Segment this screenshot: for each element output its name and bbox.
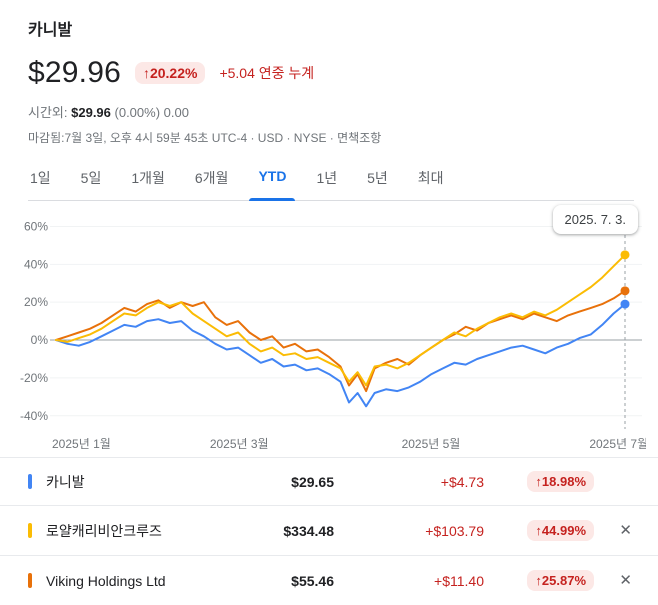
price-change-badge: ↑20.22%: [134, 62, 206, 84]
svg-text:-40%: -40%: [20, 409, 48, 423]
stock-row-price: $29.65: [291, 473, 334, 490]
stock-row-change: +$4.73: [440, 473, 484, 490]
time-range-tabs: 1일 5일 1개월 6개월 YTD 1년 5년 최대: [28, 158, 634, 201]
page-title: 카니발: [28, 22, 73, 39]
price-chart[interactable]: 60% 40% 20% 0% -20% -40% 2025년 1월 2025년 3월 2025년…: [12, 205, 646, 457]
tab-5d[interactable]: 5일: [80, 170, 102, 186]
stock-name: 로얄캐리비안크루즈: [46, 522, 162, 539]
remove-stock-button[interactable]: ✕: [613, 569, 638, 592]
tab-max[interactable]: 최대: [417, 170, 444, 186]
close-icon: ✕: [619, 572, 632, 589]
tab-1d[interactable]: 1일: [30, 170, 51, 186]
after-hours-line: 시간외: $29.96 (0.00%) 0.00: [28, 102, 634, 121]
price-chart-area: 60% 40% 20% 0% -20% -40% 2025년 1월 2025년 3월 2025년…: [12, 205, 646, 457]
stock-row-price: $55.46: [291, 572, 334, 589]
svg-text:0%: 0%: [31, 333, 49, 347]
legend-row-carnival[interactable]: 카니발 $29.65 +$4.73 ↑18.98%: [0, 458, 658, 505]
date-tooltip: 2025. 7. 3.: [552, 205, 638, 234]
stock-name: 카니발: [46, 473, 85, 490]
svg-text:2025년 5월: 2025년 5월: [402, 437, 461, 451]
svg-text:2025년 1월: 2025년 1월: [52, 437, 111, 451]
stock-row-price: $334.48: [283, 522, 334, 539]
legend-row-royal-caribbean[interactable]: 로얄캐리비안크루즈 $334.48 +$103.79 ↑44.99% ✕: [0, 505, 658, 555]
svg-text:60%: 60%: [24, 219, 48, 233]
market-status: 마감됨:7월 3일, 오후 4시 59분 45초 UTC-4 · USD · N…: [28, 129, 634, 146]
tab-5y[interactable]: 5년: [367, 170, 388, 186]
svg-text:2025년 7월: 2025년 7월: [589, 437, 646, 451]
stock-name: Viking Holdings Ltd: [46, 572, 166, 589]
tab-6m[interactable]: 6개월: [194, 170, 229, 186]
series-color-marker: [28, 474, 32, 489]
after-hours-price: $29.96: [71, 105, 111, 120]
stock-row-change: +$103.79: [425, 522, 484, 539]
stock-row-change: +$11.40: [434, 572, 484, 589]
svg-text:2025년 3월: 2025년 3월: [210, 437, 269, 451]
svg-text:40%: 40%: [24, 257, 48, 271]
tab-1m[interactable]: 1개월: [131, 170, 165, 186]
stock-header: 카니발 $29.96 ↑20.22% +5.04 연중 누계 시간외: $29.…: [0, 0, 658, 201]
after-hours-label: 시간외:: [28, 105, 68, 120]
tab-ytd[interactable]: YTD: [243, 158, 301, 201]
stock-percent-badge: ↑18.98%: [527, 471, 594, 492]
svg-text:-20%: -20%: [20, 371, 48, 385]
after-hours-change: (0.00%) 0.00: [114, 105, 189, 120]
remove-stock-button[interactable]: ✕: [613, 519, 638, 542]
price-change-text: +5.04 연중 누계: [219, 65, 315, 81]
market-status-text: 마감됨:7월 3일, 오후 4시 59분 45초 UTC-4 · USD · N…: [28, 131, 338, 145]
stock-legend: 카니발 $29.65 +$4.73 ↑18.98% 로얄캐리비안크루즈 $334…: [0, 457, 658, 605]
close-icon: ✕: [619, 522, 632, 539]
svg-text:20%: 20%: [24, 295, 48, 309]
disclaimer-link[interactable]: 면책조항: [337, 131, 382, 145]
series-color-marker: [28, 573, 32, 588]
series-color-marker: [28, 523, 32, 538]
tab-1y[interactable]: 1년: [316, 170, 338, 186]
stock-percent-badge: ↑44.99%: [527, 520, 594, 541]
stock-price: $29.96: [28, 56, 121, 89]
stock-percent-badge: ↑25.87%: [527, 570, 594, 591]
legend-row-viking[interactable]: Viking Holdings Ltd $55.46 +$11.40 ↑25.8…: [0, 555, 658, 605]
